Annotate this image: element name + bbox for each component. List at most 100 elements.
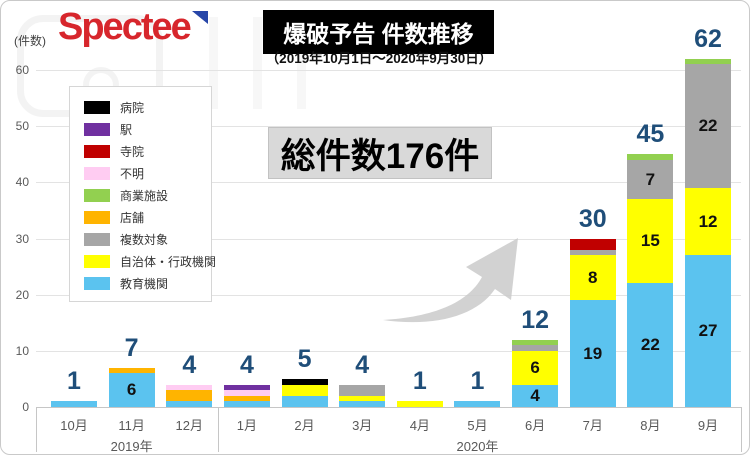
segment-教育機関: 27 xyxy=(685,255,732,407)
bar-5月 xyxy=(454,401,501,407)
x-tick-label: 10月 xyxy=(60,418,88,433)
segment-自治体・行政機関: 15 xyxy=(627,199,674,284)
segment-自治体・行政機関 xyxy=(281,384,328,396)
legend-swatch xyxy=(84,100,110,114)
segment-value-label: 6 xyxy=(530,357,540,377)
y-tick-label: 50 xyxy=(15,119,29,134)
bar-7月: 19 8 xyxy=(569,238,616,407)
bar-total-label: 45 xyxy=(636,120,665,149)
x-tick-label: 12月 xyxy=(175,418,203,433)
segment-複数対象 xyxy=(569,249,616,256)
chart-title: 爆破予告 件数推移 xyxy=(263,10,494,54)
segment-複数対象: 22 xyxy=(685,64,732,188)
legend-item-商業施設: 商業施設 xyxy=(84,184,211,206)
segment-教育機関 xyxy=(454,401,501,407)
segment-value-label: 8 xyxy=(588,267,598,287)
x-tick-label: 2月 xyxy=(294,418,315,433)
bar-total-label: 4 xyxy=(182,350,197,379)
segment-商業施設 xyxy=(685,58,732,65)
bar-total-label: 4 xyxy=(355,350,370,379)
segment-複数対象: 7 xyxy=(627,159,674,200)
segment-店舗 xyxy=(223,395,270,402)
y-axis-unit-label: (件数) xyxy=(14,34,46,48)
segment-教育機関: 22 xyxy=(627,283,674,407)
bar-total-label: 1 xyxy=(67,367,81,396)
segment-教育機関: 19 xyxy=(569,300,616,407)
bar-total-label: 30 xyxy=(578,204,607,233)
segment-教育機関: 6 xyxy=(108,373,155,407)
axis-group-separator xyxy=(218,407,220,452)
segment-不明 xyxy=(223,390,270,396)
bar-3月 xyxy=(339,384,386,407)
x-tick-label: 9月 xyxy=(697,418,719,433)
legend-item-自治体・行政機関: 自治体・行政機関 xyxy=(84,250,216,272)
segment-商業施設 xyxy=(512,339,559,346)
spectee-logo-mark-icon xyxy=(191,11,208,24)
total-count-callout: 総件数176件 xyxy=(268,127,492,179)
x-tick-label: 11月 xyxy=(118,418,145,433)
bar-4月 xyxy=(396,401,443,407)
segment-自治体・行政機関 xyxy=(339,395,386,402)
segment-value-label: 27 xyxy=(698,321,718,341)
chart-subtitle: （2019年10月1日～2020年9月30日） xyxy=(265,51,493,66)
x-tick-label: 8月 xyxy=(640,418,661,433)
legend-swatch xyxy=(84,144,110,158)
segment-自治体・行政機関: 6 xyxy=(512,350,559,385)
bar-total-label: 1 xyxy=(470,367,485,396)
legend-label: 病院 xyxy=(120,100,145,115)
legend-item-店舗: 店舗 xyxy=(84,206,211,228)
segment-value-label: 12 xyxy=(698,211,718,231)
gridline xyxy=(36,294,741,296)
bar-total-label: 1 xyxy=(412,367,427,396)
year-group-label: 2019年 xyxy=(110,439,153,454)
upward-trend-arrow-icon xyxy=(383,238,518,323)
segment-商業施設 xyxy=(627,154,674,160)
legend-item-駅: 駅 xyxy=(84,118,211,140)
segment-複数対象 xyxy=(512,345,559,351)
gridline xyxy=(36,350,741,352)
y-tick-label: 60 xyxy=(15,63,29,77)
legend-label: 教育機関 xyxy=(120,276,169,291)
segment-病院 xyxy=(281,378,328,385)
segment-value-label: 15 xyxy=(640,231,660,251)
axis-group-separator xyxy=(741,407,742,452)
bar-total-label: 4 xyxy=(239,350,254,379)
segment-自治体・行政機関 xyxy=(396,401,443,407)
segment-value-label: 4 xyxy=(530,385,540,405)
year-group-label: 2020年 xyxy=(456,439,499,454)
legend-swatch xyxy=(84,166,110,180)
bar-9月: 27 12 22 xyxy=(685,58,732,407)
y-tick-label: 20 xyxy=(15,287,29,302)
legend-swatch xyxy=(84,188,110,202)
spectee-logo-text: Spectee xyxy=(58,6,192,48)
axis-group-separator xyxy=(36,407,37,452)
legend-label: 店舗 xyxy=(120,210,145,225)
segment-value-label: 7 xyxy=(645,169,656,189)
legend-swatch xyxy=(84,254,110,268)
legend-item-不明: 不明 xyxy=(84,162,211,184)
bar-8月: 22 15 7 xyxy=(627,154,674,407)
bar-total-label: 7 xyxy=(124,333,139,362)
gridline xyxy=(36,70,741,71)
gridline xyxy=(36,126,741,128)
legend-item-病院: 病院 xyxy=(84,96,211,118)
legend-label: 商業施設 xyxy=(120,188,169,203)
x-axis-line xyxy=(36,407,741,408)
y-tick-label: 0 xyxy=(22,400,29,414)
legend-label: 複数対象 xyxy=(120,232,169,247)
x-tick-label: 1月 xyxy=(236,418,258,433)
legend-label: 不明 xyxy=(120,166,145,181)
segment-自治体・行政機関: 8 xyxy=(569,255,616,301)
segment-教育機関 xyxy=(223,401,270,407)
x-tick-label: 6月 xyxy=(524,418,546,433)
segment-店舗 xyxy=(166,390,213,402)
legend-swatch xyxy=(84,210,110,224)
segment-駅 xyxy=(223,384,270,391)
bar-1月 xyxy=(223,384,270,407)
segment-教育機関: 4 xyxy=(512,384,559,407)
bar-total-label: 12 xyxy=(521,305,550,334)
y-tick-label: 10 xyxy=(15,343,29,358)
